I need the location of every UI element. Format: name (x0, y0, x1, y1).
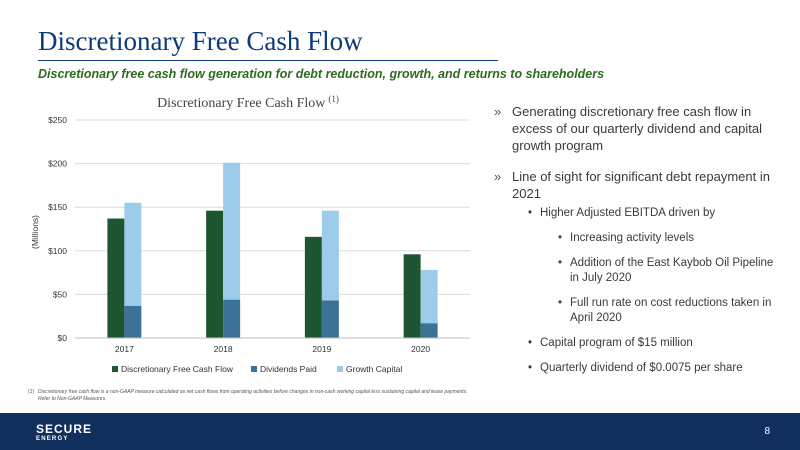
chart-title: Discretionary Free Cash Flow (1) (157, 94, 339, 111)
bullet-2-1-1-text: Increasing activity levels (570, 232, 694, 244)
legend-label: Dividends Paid (260, 364, 317, 374)
y-tick-label: $100 (48, 246, 67, 256)
x-tick-label: 2020 (411, 344, 430, 354)
y-tick-label: $50 (53, 289, 67, 299)
sub-bullet-marker: • (558, 297, 563, 309)
x-tick-label: 2018 (214, 344, 233, 354)
bar-dividends-paid (124, 305, 142, 338)
chart-title-text: Discretionary Free Cash Flow (157, 96, 326, 111)
bar-growth-capital (321, 210, 339, 301)
footnote-number: (1) (28, 389, 35, 395)
legend-label: Growth Capital (346, 364, 402, 374)
bullet-marker: » (494, 104, 502, 119)
y-tick-label: $200 (48, 159, 67, 169)
y-axis-label: (Millions) (30, 215, 40, 249)
bullet-2-3-text: Quarterly dividend of $0.0075 per share (540, 362, 743, 374)
sub-bullet-marker: • (528, 362, 533, 374)
bullet-2-1-2-text: Addition of the East Kaybob Oil Pipeline… (570, 257, 774, 284)
legend-label: Discretionary Free Cash Flow (121, 364, 234, 374)
bar-dividends-paid (420, 323, 438, 338)
bullet-list: » Generating discretionary free cash flo… (494, 103, 784, 386)
logo-line-2: ENERGY (36, 436, 69, 442)
bar-growth-capital (420, 269, 438, 324)
slide-title: Discretionary Free Cash Flow (38, 26, 363, 56)
page-number: 8 (764, 426, 770, 437)
bar-discretionary-fcf (403, 254, 421, 338)
sub-bullet-marker: • (558, 257, 563, 269)
bar-discretionary-fcf (304, 236, 322, 338)
company-logo: SECURE ENERGY (36, 423, 92, 443)
bar-dividends-paid (223, 299, 241, 338)
bar-growth-capital (124, 202, 142, 306)
sub-bullet-marker: • (528, 337, 533, 349)
bullet-2-3: • Quarterly dividend of $0.0075 per shar… (494, 361, 784, 376)
title-divider (38, 60, 498, 61)
bullet-1: » Generating discretionary free cash flo… (494, 103, 784, 154)
chart-title-superscript: (1) (328, 94, 339, 104)
bar-chart: Discretionary Free Cash Flow (1) (Million… (30, 94, 470, 374)
x-tick-label: 2017 (115, 344, 134, 354)
bullet-2-1-1: • Increasing activity levels (494, 231, 784, 246)
footer-bar: SECURE ENERGY 8 (0, 413, 800, 450)
x-tick-label: 2019 (312, 344, 331, 354)
legend-swatch (337, 366, 343, 372)
bullet-2-1-text: Higher Adjusted EBITDA driven by (540, 207, 716, 219)
y-tick-label: $250 (48, 115, 67, 125)
footnote-text: Discretionary free cash flow is a non-GA… (38, 389, 468, 402)
y-tick-label: $150 (48, 202, 67, 212)
legend-swatch (251, 366, 257, 372)
bullet-2: » Line of sight for significant debt rep… (494, 168, 784, 202)
bullet-2-2: • Capital program of $15 million (494, 336, 784, 351)
sub-bullet-marker: • (558, 232, 563, 244)
bullet-2-1-3: • Full run rate on cost reductions taken… (494, 296, 784, 326)
legend-swatch (112, 366, 118, 372)
bullet-2-2-text: Capital program of $15 million (540, 337, 693, 349)
logo-line-1: SECURE (36, 422, 93, 436)
bullet-2-1-3-text: Full run rate on cost reductions taken i… (570, 297, 772, 324)
bar-growth-capital (223, 162, 241, 300)
sub-bullet-marker: • (528, 207, 533, 219)
bar-discretionary-fcf (206, 210, 224, 338)
y-tick-label: $0 (58, 333, 68, 343)
bullet-2-text: Line of sight for significant debt repay… (512, 169, 770, 201)
bar-discretionary-fcf (107, 218, 125, 338)
bullet-1-text: Generating discretionary free cash flow … (512, 104, 763, 153)
footnote: (1) Discretionary free cash flow is a no… (28, 389, 468, 403)
slide-subtitle: Discretionary free cash flow generation … (38, 67, 605, 81)
bullet-2-1: • Higher Adjusted EBITDA driven by (494, 206, 784, 221)
bullet-2-1-2: • Addition of the East Kaybob Oil Pipeli… (494, 256, 784, 286)
bar-dividends-paid (321, 300, 339, 338)
bullet-marker: » (494, 169, 502, 184)
